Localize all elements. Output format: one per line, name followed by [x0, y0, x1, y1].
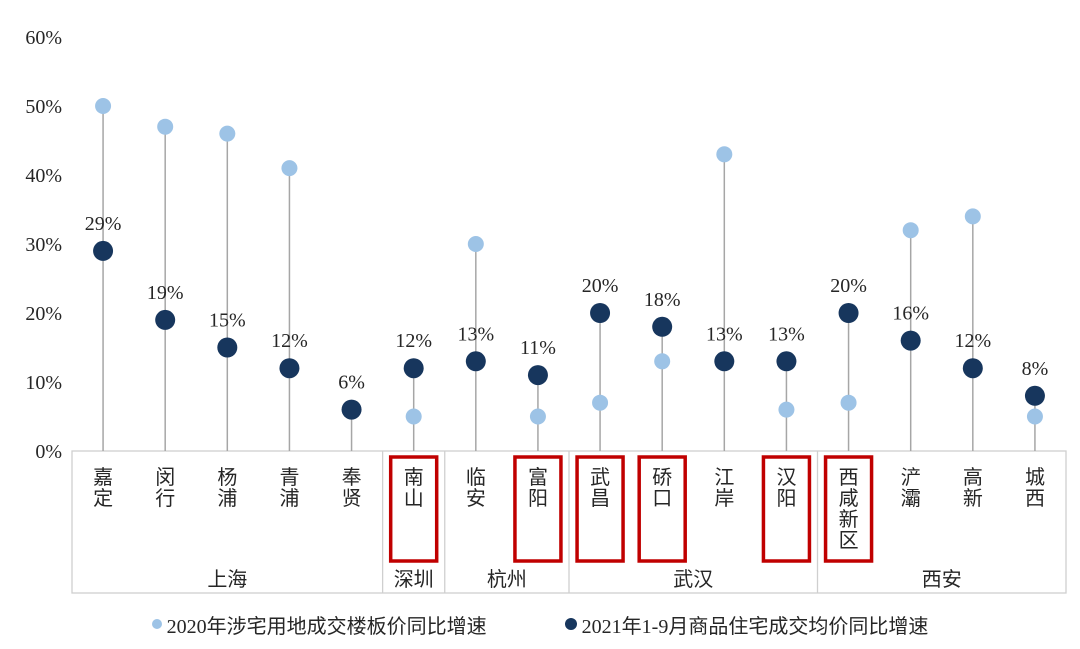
district-label-南山: 南山: [404, 466, 424, 510]
dot-2020-江岸: [716, 146, 733, 163]
district-label-杨浦: 杨浦: [217, 466, 237, 510]
district-label-西咸新区: 西咸新区: [839, 467, 859, 552]
dot-2021-临安: [465, 351, 486, 372]
legend-label-2021: 2021年1-9月商品住宅成交均价同比增速: [581, 615, 929, 638]
chart-legend: 2020年涉宅用地成交楼板价同比增速 2021年1-9月商品住宅成交均价同比增速: [0, 606, 1080, 642]
dot-2021-富阳: [527, 365, 548, 386]
value-label-奉贤: 6%: [338, 372, 365, 394]
legend-light-blue-dot-icon: [151, 619, 162, 629]
dot-2020-青浦: [281, 160, 298, 177]
district-label-闵行: 闵行: [155, 466, 175, 510]
district-label-青浦: 青浦: [279, 466, 299, 510]
dot-2021-嘉定: [93, 240, 114, 261]
district-label-汉阳: 汉阳: [776, 466, 796, 510]
dot-2021-青浦: [279, 358, 300, 379]
y-tick-label-0: 0%: [35, 441, 62, 463]
dot-2021-闵行: [155, 309, 176, 330]
highlight-box-武昌: [575, 455, 625, 563]
dot-2021-武昌: [590, 303, 611, 323]
dot-2021-高新: [962, 358, 983, 379]
value-label-硚口: 18%: [644, 289, 681, 311]
value-label-青浦: 12%: [271, 330, 308, 352]
district-label-临安: 临安: [466, 466, 486, 510]
value-label-城西: 8%: [1022, 358, 1049, 380]
value-label-浐灞: 16%: [892, 303, 929, 325]
value-label-临安: 13%: [457, 323, 494, 345]
dot-2020-高新: [964, 208, 981, 225]
district-label-嘉定: 嘉定: [93, 466, 113, 510]
district-label-武昌: 武昌: [590, 466, 610, 510]
dot-2020-西咸新区: [840, 394, 857, 411]
y-tick-label-30: 30%: [25, 234, 62, 256]
value-label-武昌: 20%: [582, 275, 619, 297]
dot-2021-西咸新区: [838, 303, 859, 323]
dot-2021-奉贤: [341, 399, 362, 420]
legend-dark-blue-dot-icon: [564, 618, 577, 630]
value-label-闵行: 19%: [147, 282, 184, 304]
value-label-西咸新区: 20%: [830, 275, 867, 297]
legend-item-2021: 2021年1-9月商品住宅成交均价同比增速: [564, 610, 929, 639]
y-tick-label-10: 10%: [25, 372, 62, 394]
value-label-汉阳: 13%: [768, 323, 805, 345]
dot-2021-江岸: [714, 351, 735, 372]
district-label-富阳: 富阳: [528, 466, 548, 510]
dot-2020-闵行: [157, 118, 174, 135]
city-label-武汉: 武汉: [673, 568, 713, 591]
dot-2020-硚口: [654, 353, 671, 370]
highlight-box-汉阳: [761, 455, 812, 563]
dot-2021-城西: [1024, 385, 1045, 406]
legend-item-2020: 2020年涉宅用地成交楼板价同比增速: [151, 610, 487, 639]
dot-2021-硚口: [652, 316, 673, 337]
dot-2021-南山: [403, 358, 424, 379]
dot-2020-南山: [405, 408, 422, 425]
value-label-江岸: 13%: [706, 323, 743, 345]
city-label-深圳: 深圳: [394, 568, 434, 591]
lollipop-chart-canvas: 0% 10% 20% 30% 40% 50% 60% 上海 深圳 杭州 武汉 西安 嘉定闵行杨浦青浦奉贤…: [25, 27, 1067, 594]
city-label-上海: 上海: [207, 568, 247, 591]
dot-2020-杨浦: [219, 125, 236, 142]
value-label-嘉定: 29%: [85, 213, 122, 235]
dot-2021-浐灞: [900, 330, 921, 351]
dot-2021-杨浦: [217, 337, 238, 358]
legend-label-2020: 2020年涉宅用地成交楼板价同比增速: [166, 615, 487, 638]
value-label-杨浦: 15%: [209, 310, 246, 332]
dot-2020-武昌: [592, 394, 609, 411]
city-label-杭州: 杭州: [487, 568, 527, 591]
y-tick-label-40: 40%: [25, 165, 62, 187]
highlight-box-南山: [388, 455, 439, 563]
y-tick-label-60: 60%: [25, 27, 62, 49]
highlight-box-西咸新区: [823, 455, 874, 563]
dot-2020-浐灞: [902, 222, 919, 239]
value-label-高新: 12%: [954, 330, 991, 352]
district-label-浐灞: 浐灞: [901, 466, 921, 510]
dot-2021-汉阳: [776, 351, 797, 372]
district-label-硚口: 硚口: [652, 466, 672, 510]
dot-2020-城西: [1026, 408, 1043, 425]
dot-2020-嘉定: [95, 98, 112, 114]
dot-2020-汉阳: [778, 401, 795, 418]
value-label-南山: 12%: [395, 330, 432, 352]
value-label-富阳: 11%: [520, 337, 556, 359]
district-label-城西: 城西: [1025, 466, 1045, 510]
highlight-box-富阳: [513, 455, 563, 563]
dot-2020-富阳: [529, 408, 546, 425]
district-label-奉贤: 奉贤: [342, 466, 362, 510]
dot-2020-临安: [467, 236, 484, 252]
district-label-江岸: 江岸: [714, 466, 734, 510]
highlight-box-硚口: [637, 455, 687, 563]
y-tick-label-20: 20%: [25, 303, 62, 325]
y-tick-label-50: 50%: [25, 96, 62, 118]
district-label-高新: 高新: [963, 466, 983, 510]
city-label-西安: 西安: [922, 568, 962, 591]
